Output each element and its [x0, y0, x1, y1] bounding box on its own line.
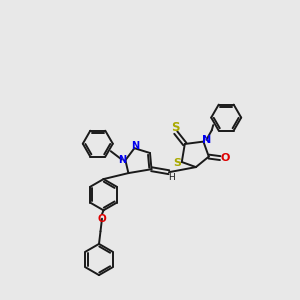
Text: N: N: [202, 135, 211, 145]
Text: S: S: [173, 158, 181, 168]
Text: O: O: [98, 214, 106, 224]
Text: N: N: [118, 154, 126, 165]
Text: N: N: [131, 141, 139, 151]
Text: O: O: [220, 153, 230, 163]
Text: H: H: [168, 173, 175, 182]
Text: S: S: [171, 121, 179, 134]
